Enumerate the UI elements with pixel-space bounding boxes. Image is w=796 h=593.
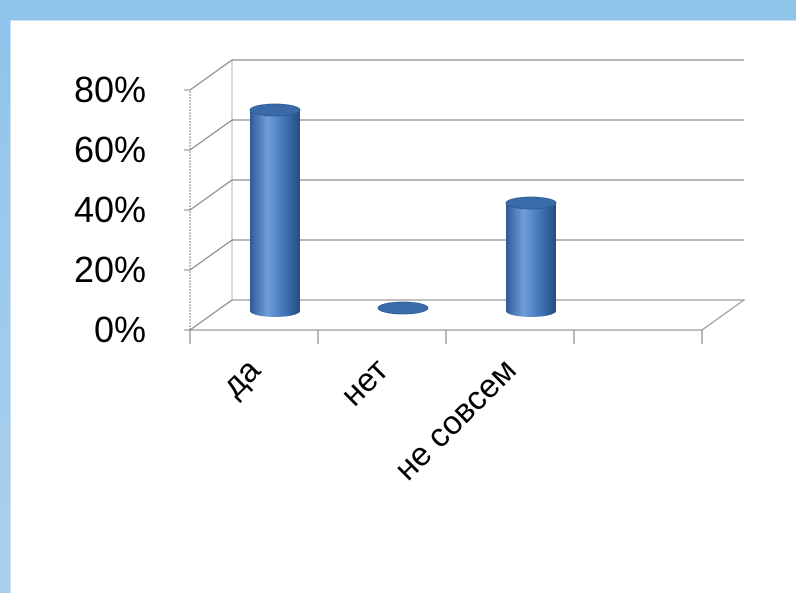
y-tick-label: 0% (94, 309, 146, 350)
bar-top (505, 196, 557, 210)
bar-body (506, 203, 556, 317)
y-tick-label: 60% (74, 129, 146, 170)
x-tick-label: нет (333, 351, 395, 413)
bar-top (249, 103, 301, 117)
gridline-side (189, 239, 233, 271)
y-tick-label: 80% (74, 69, 146, 110)
y-tick-label: 40% (74, 189, 146, 230)
y-tick-label: 20% (74, 249, 146, 290)
bar (505, 196, 557, 317)
bar-top (377, 301, 429, 315)
bar-body (250, 110, 300, 317)
gridline-side (189, 299, 233, 331)
bar (249, 103, 301, 317)
x-tick-label: не совсем (387, 351, 523, 487)
y-tick-labels: 0% 20% 40% 60% 80% (74, 69, 146, 350)
bar (377, 301, 429, 315)
axes (184, 89, 703, 344)
gridline-side (189, 179, 233, 211)
gridline-side (189, 59, 233, 91)
bars (249, 103, 557, 317)
x-tick-label: да (214, 350, 267, 403)
gridlines (189, 59, 744, 331)
gridline-side (189, 119, 233, 151)
